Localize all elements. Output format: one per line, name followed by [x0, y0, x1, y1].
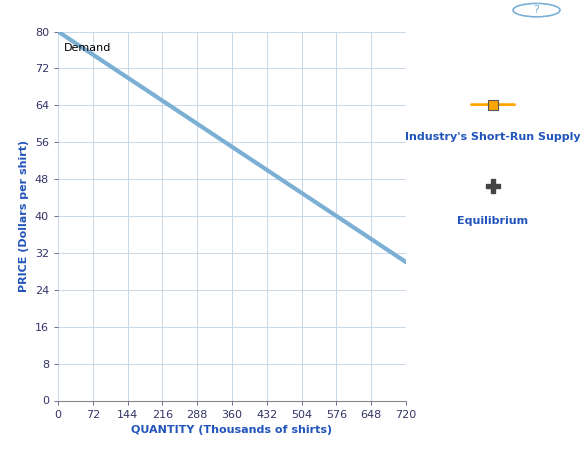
- Text: ?: ?: [534, 5, 539, 15]
- Text: Equilibrium: Equilibrium: [458, 216, 528, 226]
- Text: Industry's Short-Run Supply: Industry's Short-Run Supply: [405, 132, 580, 142]
- Y-axis label: PRICE (Dollars per shirt): PRICE (Dollars per shirt): [19, 140, 29, 292]
- Text: Demand: Demand: [64, 43, 111, 53]
- X-axis label: QUANTITY (Thousands of shirts): QUANTITY (Thousands of shirts): [132, 425, 332, 435]
- Ellipse shape: [513, 4, 560, 17]
